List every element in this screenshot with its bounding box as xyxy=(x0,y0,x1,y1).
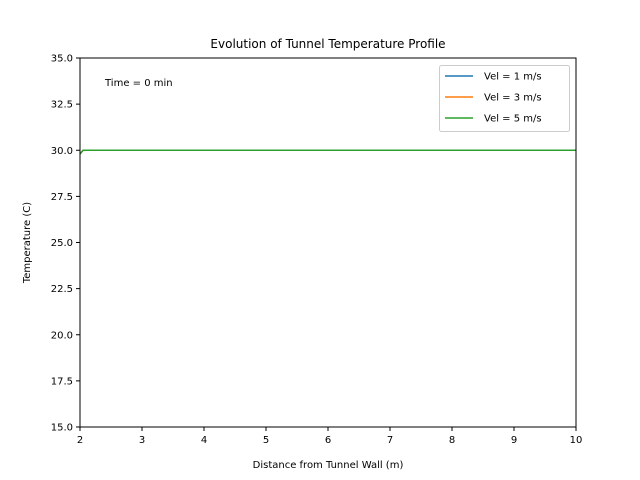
y-axis-label: Temperature (C) xyxy=(22,202,33,284)
series-layer xyxy=(79,149,576,155)
y-tick-label: 20.0 xyxy=(51,330,73,341)
legend-label-3: Vel = 5 m/s xyxy=(484,114,542,125)
x-tick-label: 3 xyxy=(139,435,145,446)
x-tick-label: 5 xyxy=(263,435,269,446)
legend: Vel = 1 m/s Vel = 3 m/s Vel = 5 m/s xyxy=(439,65,570,132)
chart-title: Evolution of Tunnel Temperature Profile xyxy=(210,37,445,51)
x-tick-label: 6 xyxy=(325,435,331,446)
y-tick-label: 32.5 xyxy=(51,100,73,111)
x-axis-ticks: 2 3 4 5 6 7 8 9 10 xyxy=(77,427,583,446)
x-tick-label: 9 xyxy=(511,435,517,446)
x-tick-label: 7 xyxy=(387,435,393,446)
y-tick-label: 22.5 xyxy=(51,284,73,295)
legend-box xyxy=(439,65,570,132)
y-axis-ticks: 15.0 17.5 20.0 22.5 25.0 27.5 30.0 32.5 35.0 xyxy=(51,54,80,434)
legend-label-1: Vel = 1 m/s xyxy=(484,72,542,83)
x-tick-label: 8 xyxy=(449,435,455,446)
legend-label-2: Vel = 3 m/s xyxy=(484,93,542,104)
y-tick-label: 25.0 xyxy=(51,238,73,249)
y-tick-label: 27.5 xyxy=(51,192,73,203)
x-tick-label: 2 xyxy=(77,435,83,446)
time-annotation: Time = 0 min xyxy=(104,78,173,89)
y-tick-label: 30.0 xyxy=(51,146,73,157)
plot-area-frame xyxy=(79,57,577,428)
x-axis-label: Distance from Tunnel Wall (m) xyxy=(253,460,404,471)
x-tick-label: 4 xyxy=(201,435,207,446)
y-tick-label: 35.0 xyxy=(51,54,73,65)
y-tick-label: 15.0 xyxy=(51,423,73,434)
x-tick-label: 10 xyxy=(570,435,583,446)
series-line-3 xyxy=(79,149,576,155)
y-tick-label: 17.5 xyxy=(51,376,73,387)
